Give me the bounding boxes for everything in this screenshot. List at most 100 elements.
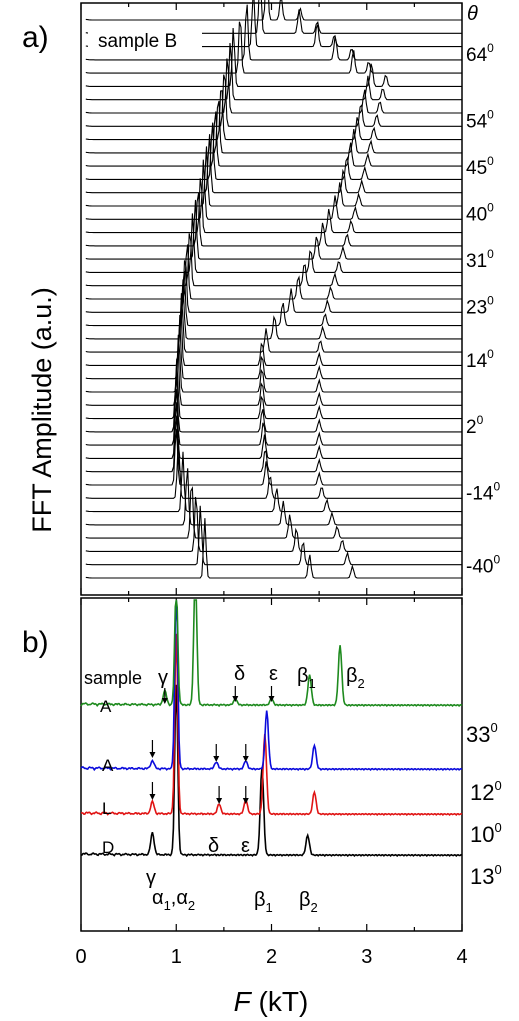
waterfall-trace: [85, 0, 462, 21]
angle-value: -40: [466, 557, 493, 578]
waterfall-trace: [85, 159, 462, 220]
curve-angle-3: 100: [470, 820, 502, 847]
curve-angle-1: 330: [466, 720, 498, 747]
waterfall-trace: [85, 496, 462, 552]
peak-arrow-head: [232, 696, 239, 702]
peak-arrow-head: [242, 798, 249, 804]
waterfall-trace: [85, 415, 462, 473]
peak-gamma-top: γ: [158, 667, 168, 689]
panel-b-x-ticks: [80, 598, 463, 931]
panel-a: a) sample B θ 64054045040031023014020-14…: [22, 0, 500, 596]
curve-sample-3: L: [102, 799, 111, 818]
x-tick-label: 0: [75, 946, 86, 968]
peak-arrow-head: [242, 756, 249, 762]
degree-mark: 0: [493, 480, 500, 494]
y-axis-label: FFT Amplitude (a.u.): [27, 287, 57, 533]
panel-b-peak-arrows: [149, 686, 275, 804]
angle-label: 450: [466, 154, 494, 179]
x-tick-labels: 0 1 2 3 4: [75, 946, 467, 968]
waterfall-trace: [85, 74, 462, 127]
curve-sample-4: D: [102, 838, 114, 857]
waterfall-trace: [85, 178, 462, 234]
angle-label: 230: [466, 294, 494, 319]
waterfall-trace: [85, 90, 462, 141]
waterfall-trace: [85, 192, 462, 247]
peak-beta2-low: β2: [299, 889, 318, 915]
angle-value: 23: [466, 298, 487, 319]
waterfall-trace: [85, 293, 462, 353]
panel-b-frame: [80, 597, 463, 932]
angle-label: 540: [466, 108, 494, 133]
sample-b-label: sample B: [98, 31, 177, 52]
curve-sample-2: A: [102, 756, 114, 775]
angle-value: 14: [466, 351, 488, 372]
curve-sample-1: A: [100, 697, 112, 716]
angle-label: 400: [466, 201, 494, 226]
waterfall-trace: [85, 146, 462, 207]
degree-mark: 0: [487, 154, 494, 168]
waterfall-trace: [85, 388, 462, 446]
waterfall-trace: [85, 334, 462, 393]
panel-b: b) sample A A L D 330 120 100 130 γ δ ε …: [22, 597, 502, 1017]
angle-label: -140: [466, 480, 500, 505]
angle-value: -14: [466, 484, 494, 505]
peak-delta-top: δ: [234, 663, 245, 685]
panel-a-traces: [85, 0, 462, 579]
degree-mark: 0: [493, 553, 500, 567]
waterfall-trace: [85, 4, 462, 61]
peak-arrow-head: [149, 752, 156, 758]
waterfall-trace: [85, 358, 462, 420]
degree-mark: 0: [487, 347, 494, 361]
waterfall-trace: [85, 21, 462, 74]
degree-mark: 0: [487, 201, 494, 215]
curve-angle-4: 130: [470, 862, 502, 889]
peak-arrow-head: [213, 756, 220, 762]
angle-value: 2: [466, 417, 477, 438]
peak-delta-low: δ: [208, 835, 219, 857]
angle-label: 640: [466, 41, 494, 66]
waterfall-trace: [85, 213, 462, 273]
sample-b-box: [88, 24, 202, 54]
theta-header: θ: [467, 3, 478, 25]
waterfall-trace: [85, 279, 462, 340]
peak-arrow-head: [149, 794, 156, 800]
waterfall-trace: [85, 402, 462, 459]
curve-angle-2: 120: [470, 778, 502, 805]
angle-value: 40: [466, 205, 487, 226]
waterfall-trace: [85, 314, 462, 366]
waterfall-trace: [85, 111, 462, 167]
x-tick-label: 1: [171, 946, 182, 968]
waterfall-trace: [85, 428, 462, 486]
waterfall-trace: [85, 375, 462, 433]
peak-epsilon-top: ε: [269, 663, 278, 685]
degree-mark: 0: [487, 247, 494, 261]
waterfall-trace: [85, 485, 462, 539]
peak-beta2-top: β2: [346, 665, 365, 691]
x-tick-label: 2: [266, 946, 277, 968]
spectrum-curve: [80, 684, 463, 858]
x-tick-label: 3: [361, 946, 372, 968]
degree-mark: 0: [487, 41, 494, 55]
sample-header: sample: [84, 668, 142, 688]
waterfall-trace: [85, 468, 462, 526]
degree-mark: 0: [477, 413, 484, 427]
waterfall-trace: [85, 134, 462, 194]
panel-b-curves: [80, 599, 463, 858]
spectrum-curve: [80, 599, 463, 772]
waterfall-trace: [85, 438, 462, 499]
degree-mark: 0: [487, 294, 494, 308]
peak-beta1-top: β1: [297, 665, 316, 691]
waterfall-trace: [85, 244, 462, 300]
x-tick-label: 4: [456, 946, 467, 968]
angle-value: 64: [466, 45, 488, 66]
waterfall-trace: [85, 271, 462, 327]
peak-arrow-head: [268, 696, 275, 702]
waterfall-trace: [85, 122, 462, 180]
peak-arrow-head: [161, 698, 168, 704]
waterfall-trace: [85, 260, 462, 313]
peak-gamma-low: γ: [146, 867, 156, 889]
angle-label: -400: [466, 553, 500, 578]
angle-value: 45: [466, 158, 487, 179]
